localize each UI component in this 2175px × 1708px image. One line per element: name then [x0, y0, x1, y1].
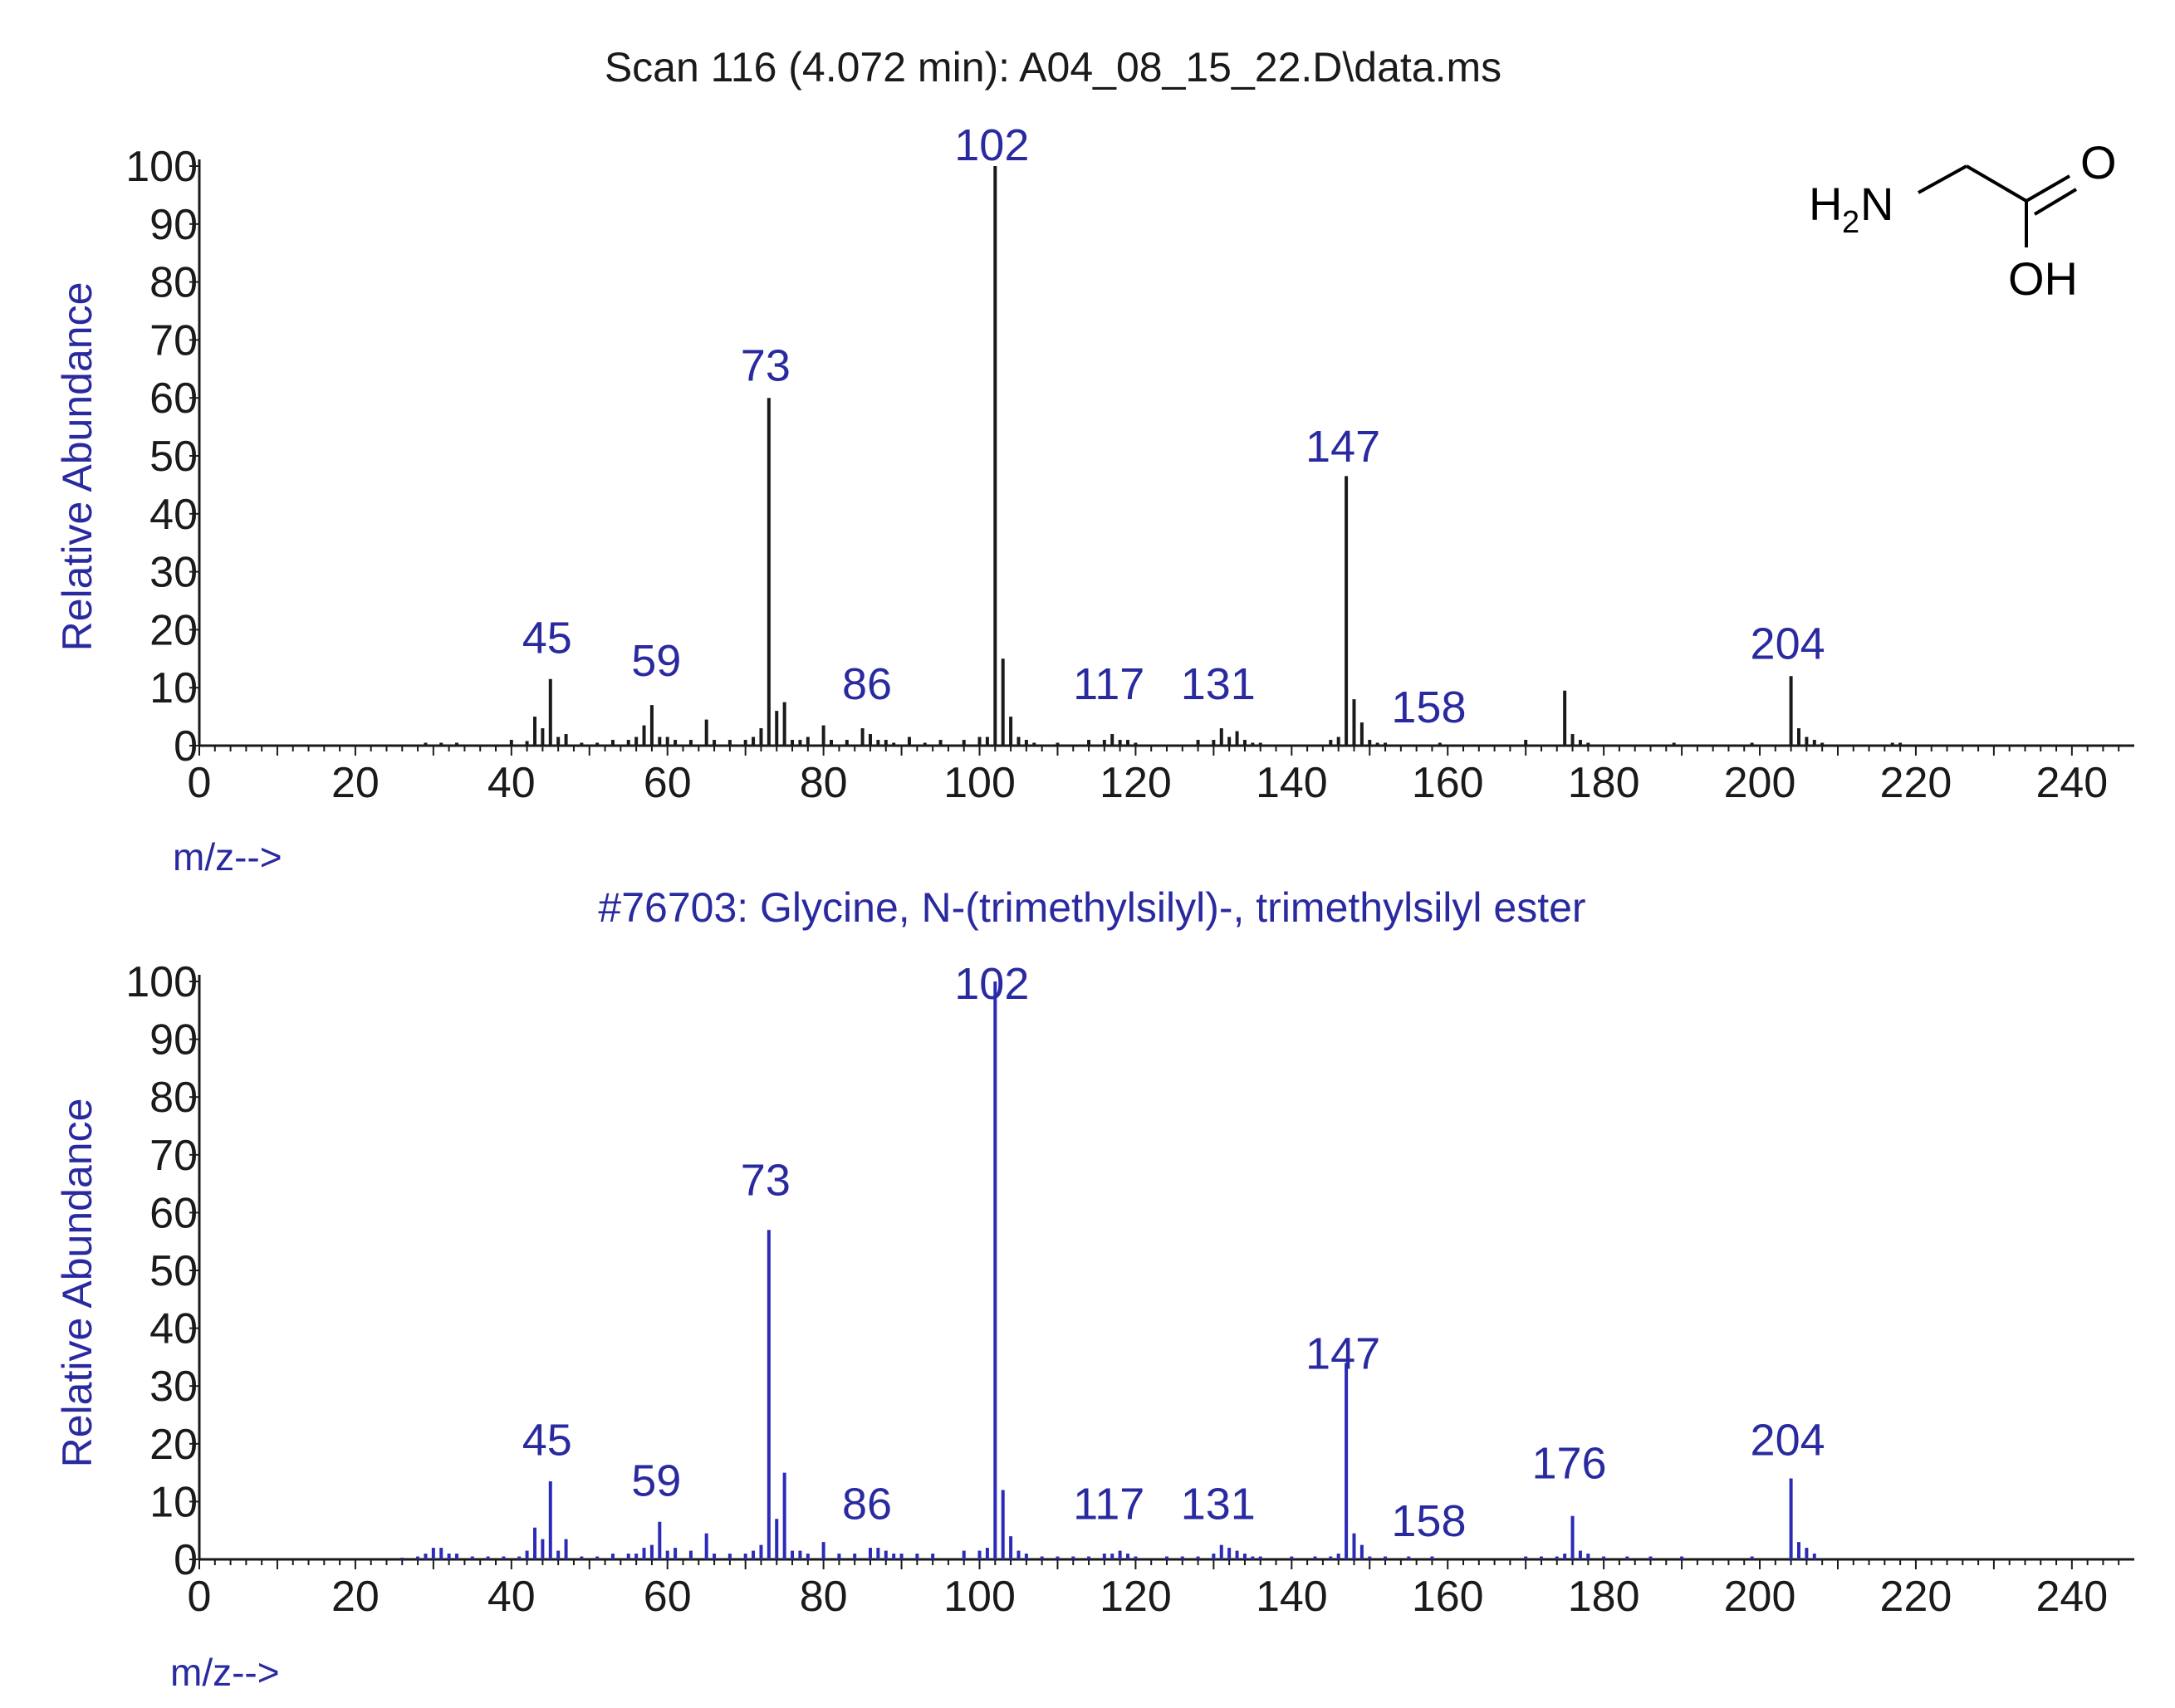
- structure-amine-n: N: [1860, 178, 1893, 230]
- scan-peaks: [424, 166, 1903, 746]
- library-x-tick-label: 60: [644, 1573, 692, 1621]
- scan-x-tick-label: 0: [188, 759, 212, 807]
- structure-bond-c-o1: [2026, 174, 2070, 203]
- library-x-tick-label: 100: [943, 1573, 1016, 1621]
- scan-y-tick-label: 40: [149, 491, 198, 539]
- library-x-tick-label: 120: [1100, 1573, 1172, 1621]
- glycine-structure: H 2 N O OH: [1809, 136, 2117, 305]
- library-peak-label: 59: [631, 1456, 681, 1505]
- library-peak-label: 45: [522, 1416, 572, 1466]
- library-peak-label: 131: [1181, 1479, 1256, 1529]
- library-y-tick-label: 50: [149, 1247, 198, 1295]
- scan-x-tick-label: 120: [1100, 759, 1172, 807]
- library-x-tick-label: 180: [1568, 1573, 1640, 1621]
- scan-y-tick-label: 50: [149, 433, 198, 481]
- library-x-tick-label: 240: [2035, 1573, 2108, 1621]
- scan-x-tick-label: 140: [1256, 759, 1328, 807]
- library-y-tick-label: 10: [149, 1478, 198, 1526]
- scan-y-tick-label: 70: [149, 316, 198, 365]
- library-y-tick-label: 80: [149, 1074, 198, 1122]
- structure-bond-c-c: [1965, 164, 2028, 203]
- library-peak-label: 158: [1391, 1496, 1466, 1546]
- scan-peak-label: 117: [1073, 659, 1144, 709]
- structure-bond-n-c: [1918, 164, 1967, 194]
- structure-hydroxyl: OH: [2008, 252, 2078, 305]
- library-y-tick-label: 30: [149, 1363, 198, 1411]
- scan-peak-label: 45: [522, 613, 572, 663]
- scan-x-tick-label: 60: [644, 759, 692, 807]
- library-spectrum-panel: #76703: Glycine, N-(trimethylsilyl)-, tr…: [54, 884, 2134, 1694]
- library-y-tick-label: 60: [149, 1189, 198, 1237]
- library-x-axis-label: m/z-->: [170, 1651, 280, 1694]
- library-peak-label: 204: [1751, 1416, 1825, 1466]
- scan-peak-label: 59: [631, 636, 681, 686]
- library-x-tick-label: 200: [1724, 1573, 1796, 1621]
- library-x-tick-label: 160: [1412, 1573, 1484, 1621]
- library-peak-label: 147: [1305, 1329, 1380, 1378]
- scan-title: Scan 116 (4.072 min): A04_08_15_22.D\dat…: [605, 44, 1501, 91]
- library-y-tick-label: 40: [149, 1305, 198, 1353]
- structure-oxygen: O: [2080, 136, 2117, 188]
- library-peak-label: 117: [1073, 1479, 1144, 1529]
- scan-y-tick-label: 80: [149, 259, 198, 307]
- library-x-tick-label: 140: [1256, 1573, 1328, 1621]
- scan-y-tick-label: 20: [149, 606, 198, 654]
- scan-y-tick-label: 100: [125, 143, 198, 191]
- library-peak-label: 73: [741, 1156, 791, 1206]
- scan-peak-label: 102: [954, 120, 1029, 170]
- library-x-tick-label: 220: [1880, 1573, 1952, 1621]
- scan-y-tick-label: 30: [149, 549, 198, 597]
- library-x-tick-label: 20: [331, 1573, 380, 1621]
- structure-amine-subscript: 2: [1842, 205, 1859, 240]
- scan-x-tick-label: 80: [800, 759, 848, 807]
- scan-peak-label: 73: [741, 340, 791, 390]
- scan-spectrum-panel: Scan 116 (4.072 min): A04_08_15_22.D\dat…: [54, 44, 2134, 878]
- library-title: #76703: Glycine, N-(trimethylsilyl)-, tr…: [598, 884, 1585, 931]
- library-peak-label: 86: [842, 1479, 892, 1529]
- scan-y-tick-label: 90: [149, 201, 198, 249]
- scan-y-tick-label: 0: [174, 722, 198, 771]
- scan-y-axis-label: Relative Abundance: [54, 282, 100, 652]
- library-peak-label: 102: [954, 959, 1029, 1009]
- scan-y-tick-label: 60: [149, 374, 198, 423]
- scan-x-tick-label: 220: [1880, 759, 1952, 807]
- library-x-tick-label: 40: [487, 1573, 536, 1621]
- library-peak-labels: 45 59 73 86 102 117 131 147 158 176 204: [522, 959, 1825, 1546]
- library-y-tick-label: 100: [125, 958, 198, 1006]
- library-x-tick-label: 0: [188, 1573, 212, 1621]
- library-y-tick-label: 90: [149, 1016, 198, 1064]
- library-y-tick-label: 0: [174, 1536, 198, 1584]
- scan-peak-label: 131: [1181, 659, 1256, 709]
- library-y-axis-label: Relative Abundance: [54, 1099, 100, 1468]
- scan-peak-label: 147: [1305, 422, 1380, 472]
- scan-peak-label: 158: [1391, 683, 1466, 732]
- scan-x-tick-label: 100: [943, 759, 1016, 807]
- library-peaks: [400, 981, 1816, 1559]
- library-y-tick-label: 70: [149, 1132, 198, 1180]
- scan-peak-label: 86: [842, 659, 892, 709]
- scan-x-tick-label: 200: [1724, 759, 1796, 807]
- library-x-tick-label: 80: [800, 1573, 848, 1621]
- scan-x-tick-label: 240: [2035, 759, 2108, 807]
- scan-x-axis-label: m/z-->: [173, 835, 282, 878]
- scan-peak-label: 204: [1751, 619, 1825, 668]
- library-y-tick-label: 20: [149, 1421, 198, 1469]
- scan-x-tick-label: 20: [331, 759, 380, 807]
- scan-axes: 0 20 40 60 80 100 120 140 160 180 200 220 2400102030…: [125, 143, 2134, 807]
- scan-x-tick-label: 160: [1412, 759, 1484, 807]
- structure-amine-h: H: [1809, 178, 1842, 230]
- scan-x-tick-label: 40: [487, 759, 536, 807]
- scan-y-tick-label: 10: [149, 664, 198, 712]
- scan-x-tick-label: 180: [1568, 759, 1640, 807]
- structure-bond-c-o2: [2033, 188, 2078, 216]
- library-axes: 0 20 40 60 80 100 120 140 160 180 200 220 240 0 10 20 30…: [125, 958, 2134, 1621]
- library-peak-label: 176: [1531, 1439, 1606, 1489]
- scan-peak-labels: 45 59 73 86 102 117 131 147 158 204: [522, 120, 1825, 732]
